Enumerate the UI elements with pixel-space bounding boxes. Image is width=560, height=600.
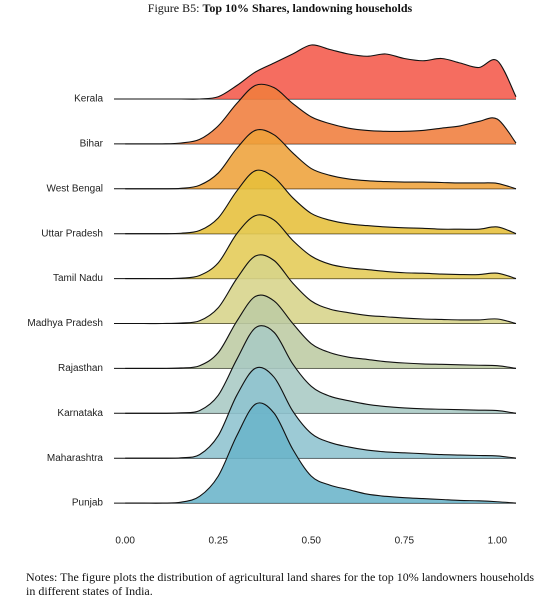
ridge-line bbox=[125, 83, 517, 145]
ridge-area bbox=[125, 325, 517, 414]
title-text: Top 10% Shares, landowning households bbox=[202, 1, 412, 15]
ridge-line bbox=[125, 402, 517, 504]
ridge-line bbox=[125, 294, 517, 369]
ridge-area bbox=[125, 129, 517, 189]
y-tick-label: Punjab bbox=[72, 498, 104, 509]
ridge-area bbox=[125, 44, 517, 100]
y-tick-label: Karnataka bbox=[57, 408, 103, 419]
y-tick-label: Uttar Pradesh bbox=[41, 228, 103, 239]
y-tick-label: Rajasthan bbox=[58, 363, 103, 374]
notes: Notes: The figure plots the distribution… bbox=[26, 570, 535, 598]
x-tick-label: 1.00 bbox=[488, 536, 508, 547]
ridge-area bbox=[125, 402, 517, 504]
y-tick-label: Maharashtra bbox=[47, 453, 104, 464]
ridge-area bbox=[125, 295, 517, 369]
y-tick-label: Madhya Pradesh bbox=[27, 318, 103, 329]
y-tick-label: Bihar bbox=[80, 139, 104, 150]
ridge-area bbox=[125, 214, 517, 279]
ridge-line bbox=[125, 366, 517, 459]
x-tick-label: 0.75 bbox=[395, 536, 415, 547]
ridge-line bbox=[125, 128, 517, 190]
chart-title: Figure B5: Top 10% Shares, landowning ho… bbox=[148, 1, 413, 15]
ridge-area bbox=[125, 170, 517, 234]
ridge-area bbox=[125, 84, 517, 144]
y-tick-label: West Bengal bbox=[46, 183, 103, 194]
ridge-line bbox=[125, 214, 517, 280]
ridge-area bbox=[125, 254, 517, 324]
x-tick-label: 0.25 bbox=[208, 536, 228, 547]
ridge-line bbox=[125, 325, 517, 414]
x-tick-label: 0.00 bbox=[115, 536, 135, 547]
ridge-line bbox=[125, 254, 517, 325]
x-tick-label: 0.50 bbox=[302, 536, 322, 547]
figure-label: Figure B5: bbox=[148, 1, 200, 15]
ridge-line bbox=[125, 44, 517, 100]
chart: Figure B5: Top 10% Shares, landowning ho… bbox=[27, 1, 517, 547]
ridge-line bbox=[125, 169, 517, 235]
y-tick-label: Tamil Nadu bbox=[53, 273, 103, 284]
ridge-area bbox=[125, 367, 517, 459]
y-tick-label: Kerala bbox=[74, 94, 103, 105]
